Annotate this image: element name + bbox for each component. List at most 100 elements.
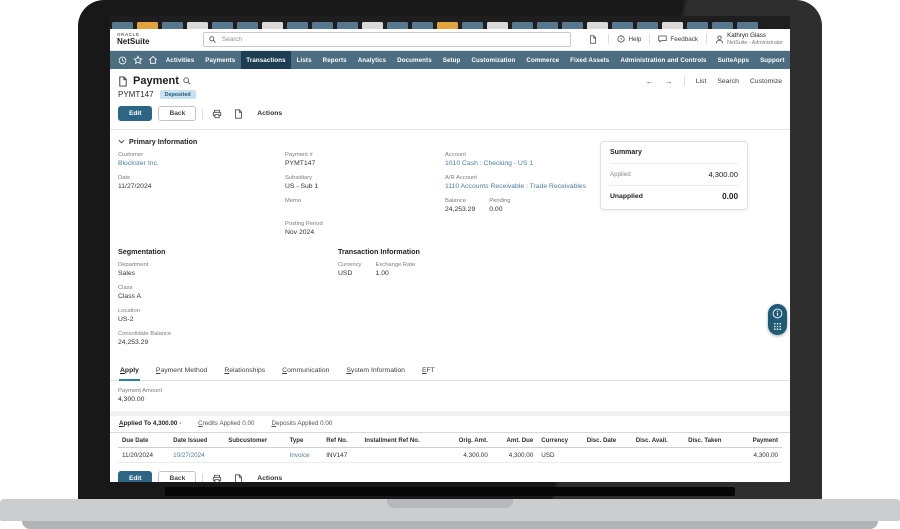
title-search-icon[interactable] xyxy=(183,77,191,85)
tab-payment-method[interactable]: Payment Method xyxy=(155,367,208,374)
tab-communication[interactable]: Communication xyxy=(282,367,330,374)
apply-subtabs: Applied To 4,300.00 • Credits Applied 0.0… xyxy=(110,416,790,433)
subtab-credits-applied[interactable]: Credits Applied 0.00 xyxy=(198,420,255,427)
feedback-button[interactable]: Feedback xyxy=(658,35,699,44)
new-document-icon[interactable] xyxy=(234,473,243,482)
print-icon[interactable] xyxy=(212,474,222,482)
list-link[interactable]: List xyxy=(695,77,707,85)
search-input[interactable] xyxy=(220,35,565,44)
primary-info-header[interactable]: Primary Information xyxy=(118,137,782,146)
field-class: Class Class A xyxy=(118,285,338,301)
nav-item-customization[interactable]: Customization xyxy=(471,56,516,64)
col-currency[interactable]: Currency xyxy=(537,433,583,448)
field-exchange-rate: Exchange Rate 1.00 xyxy=(376,262,416,278)
customer-link[interactable]: Blockster Inc. xyxy=(118,160,159,167)
subtab-deposits-applied[interactable]: Deposits Applied 0.00 xyxy=(271,420,333,427)
user-icon xyxy=(716,35,724,44)
field-ar-account: A/R Account 1110 Accounts Receivable : T… xyxy=(445,175,635,191)
new-document-icon[interactable] xyxy=(234,108,243,119)
tab-relationships[interactable]: Relationships xyxy=(224,367,266,374)
account-link[interactable]: 1010 Cash : Checking - US 1 xyxy=(445,160,534,167)
primary-info-title: Primary Information xyxy=(129,137,198,146)
col-disc-avail[interactable]: Disc. Avail. xyxy=(631,433,685,448)
summary-title: Summary xyxy=(610,149,642,156)
actions-menu[interactable]: Actions xyxy=(257,110,283,117)
col-disc-date[interactable]: Disc. Date xyxy=(582,433,632,448)
subtab-applied-to[interactable]: Applied To 4,300.00 • xyxy=(119,420,182,427)
actions-menu-bottom[interactable]: Actions xyxy=(257,475,283,482)
cell-type-link[interactable]: Invoice xyxy=(285,447,323,463)
nav-item-suiteapps[interactable]: SuiteApps xyxy=(717,56,750,64)
topbar-right-cluster: ? Help Feedback Kathryn Glass NetSuite -… xyxy=(586,32,783,46)
nav-item-lists[interactable]: Lists xyxy=(296,56,312,64)
col-installment-ref-no[interactable]: Installment Ref No. xyxy=(360,433,444,448)
nav-item-reports[interactable]: Reports xyxy=(322,56,347,64)
create-new-icon[interactable] xyxy=(589,35,597,44)
home-icon[interactable] xyxy=(145,51,160,69)
col-disc-taken[interactable]: Disc. Taken xyxy=(684,433,739,448)
nav-item-support[interactable]: Support xyxy=(760,56,785,64)
edit-button[interactable]: Edit xyxy=(118,106,153,121)
nav-item-commerce[interactable]: Commerce xyxy=(526,56,560,64)
print-icon[interactable] xyxy=(212,109,222,119)
field-date: Date 11/27/2024 xyxy=(118,175,285,191)
back-button-bottom[interactable]: Back xyxy=(158,471,197,482)
user-role: NetSuite - Administrator xyxy=(727,40,783,47)
cell-due-date: 11/20/2024 xyxy=(118,447,170,463)
col-due-date[interactable]: Due Date xyxy=(118,433,170,448)
col-type[interactable]: Type xyxy=(285,433,323,448)
laptop-base-lip xyxy=(22,521,878,529)
shortcuts-star-icon[interactable] xyxy=(130,51,145,69)
tab-eft[interactable]: EFT xyxy=(421,367,435,374)
next-record-arrow[interactable]: → xyxy=(664,76,673,86)
nav-item-administration[interactable]: Administration and Controls xyxy=(620,56,707,64)
col-ref-no[interactable]: Ref No. xyxy=(322,433,361,448)
col-amt-due[interactable]: Amt. Due xyxy=(491,433,538,448)
tab-system-information[interactable]: System Information xyxy=(346,367,405,374)
summary-applied-row: Applied 4,300.00 xyxy=(610,163,738,185)
table-row[interactable]: 11/20/2024 10/27/2024 Invoice INV147 4,3… xyxy=(118,447,782,463)
col-orig-amt[interactable]: Orig. Amt. xyxy=(443,433,492,448)
record-tabs: Apply Payment Method Relationships Commu… xyxy=(110,364,790,381)
field-currency: Currency USD xyxy=(338,262,362,278)
nav-item-transactions[interactable]: Transactions xyxy=(240,51,292,69)
feedback-label: Feedback xyxy=(670,35,699,43)
edit-button-bottom[interactable]: Edit xyxy=(118,471,153,482)
search-link[interactable]: Search xyxy=(717,77,739,85)
recents-icon[interactable] xyxy=(115,51,130,69)
nav-item-activities[interactable]: Activities xyxy=(165,56,195,64)
subtab-marker: • xyxy=(179,421,182,427)
field-value: 0.00 xyxy=(489,206,503,213)
nav-item-fixed-assets[interactable]: Fixed Assets xyxy=(570,56,610,64)
col-payment[interactable]: Payment xyxy=(738,433,782,448)
field-value: PYMT147 xyxy=(285,160,316,167)
nav-item-payments[interactable]: Payments xyxy=(205,56,236,64)
field-label: Exchange Rate xyxy=(375,262,416,268)
field-subsidiary: Subsidiary US - Sub 1 xyxy=(285,175,445,191)
global-search[interactable] xyxy=(203,32,571,47)
field-department: Department Sales xyxy=(118,262,338,278)
col-date-issued[interactable]: Date Issued xyxy=(169,433,225,448)
tab-apply[interactable]: Apply xyxy=(119,364,140,381)
previous-record-arrow[interactable]: ← xyxy=(645,76,654,86)
user-info: Kathryn Glass NetSuite - Administrator xyxy=(727,32,783,46)
main-navbar: Activities Payments Transactions Lists R… xyxy=(110,51,790,69)
back-button[interactable]: Back xyxy=(158,106,197,121)
cell-date-issued-link[interactable]: 10/27/2024 xyxy=(169,447,225,463)
nav-item-documents[interactable]: Documents xyxy=(397,56,432,64)
field-balance: Balance 24,253.29 xyxy=(445,198,475,214)
ar-account-link[interactable]: 1110 Accounts Receivable : Trade Receiva… xyxy=(445,183,587,190)
field-label: Payment # xyxy=(285,152,313,158)
help-button[interactable]: ? Help xyxy=(617,35,641,43)
nav-item-analytics[interactable]: Analytics xyxy=(357,56,387,64)
col-subcustomer[interactable]: Subcustomer xyxy=(224,433,286,448)
field-label: Location xyxy=(118,308,140,314)
user-menu[interactable]: Kathryn Glass NetSuite - Administrator xyxy=(715,32,783,46)
info-icon[interactable] xyxy=(772,308,783,319)
customize-link[interactable]: Customize xyxy=(749,77,782,85)
cell-disc-avail xyxy=(631,447,685,463)
grid-dots-icon[interactable] xyxy=(773,322,782,331)
unapplied-value: 0.00 xyxy=(722,192,738,201)
field-label: Date xyxy=(118,175,131,181)
nav-item-setup[interactable]: Setup xyxy=(442,56,461,64)
